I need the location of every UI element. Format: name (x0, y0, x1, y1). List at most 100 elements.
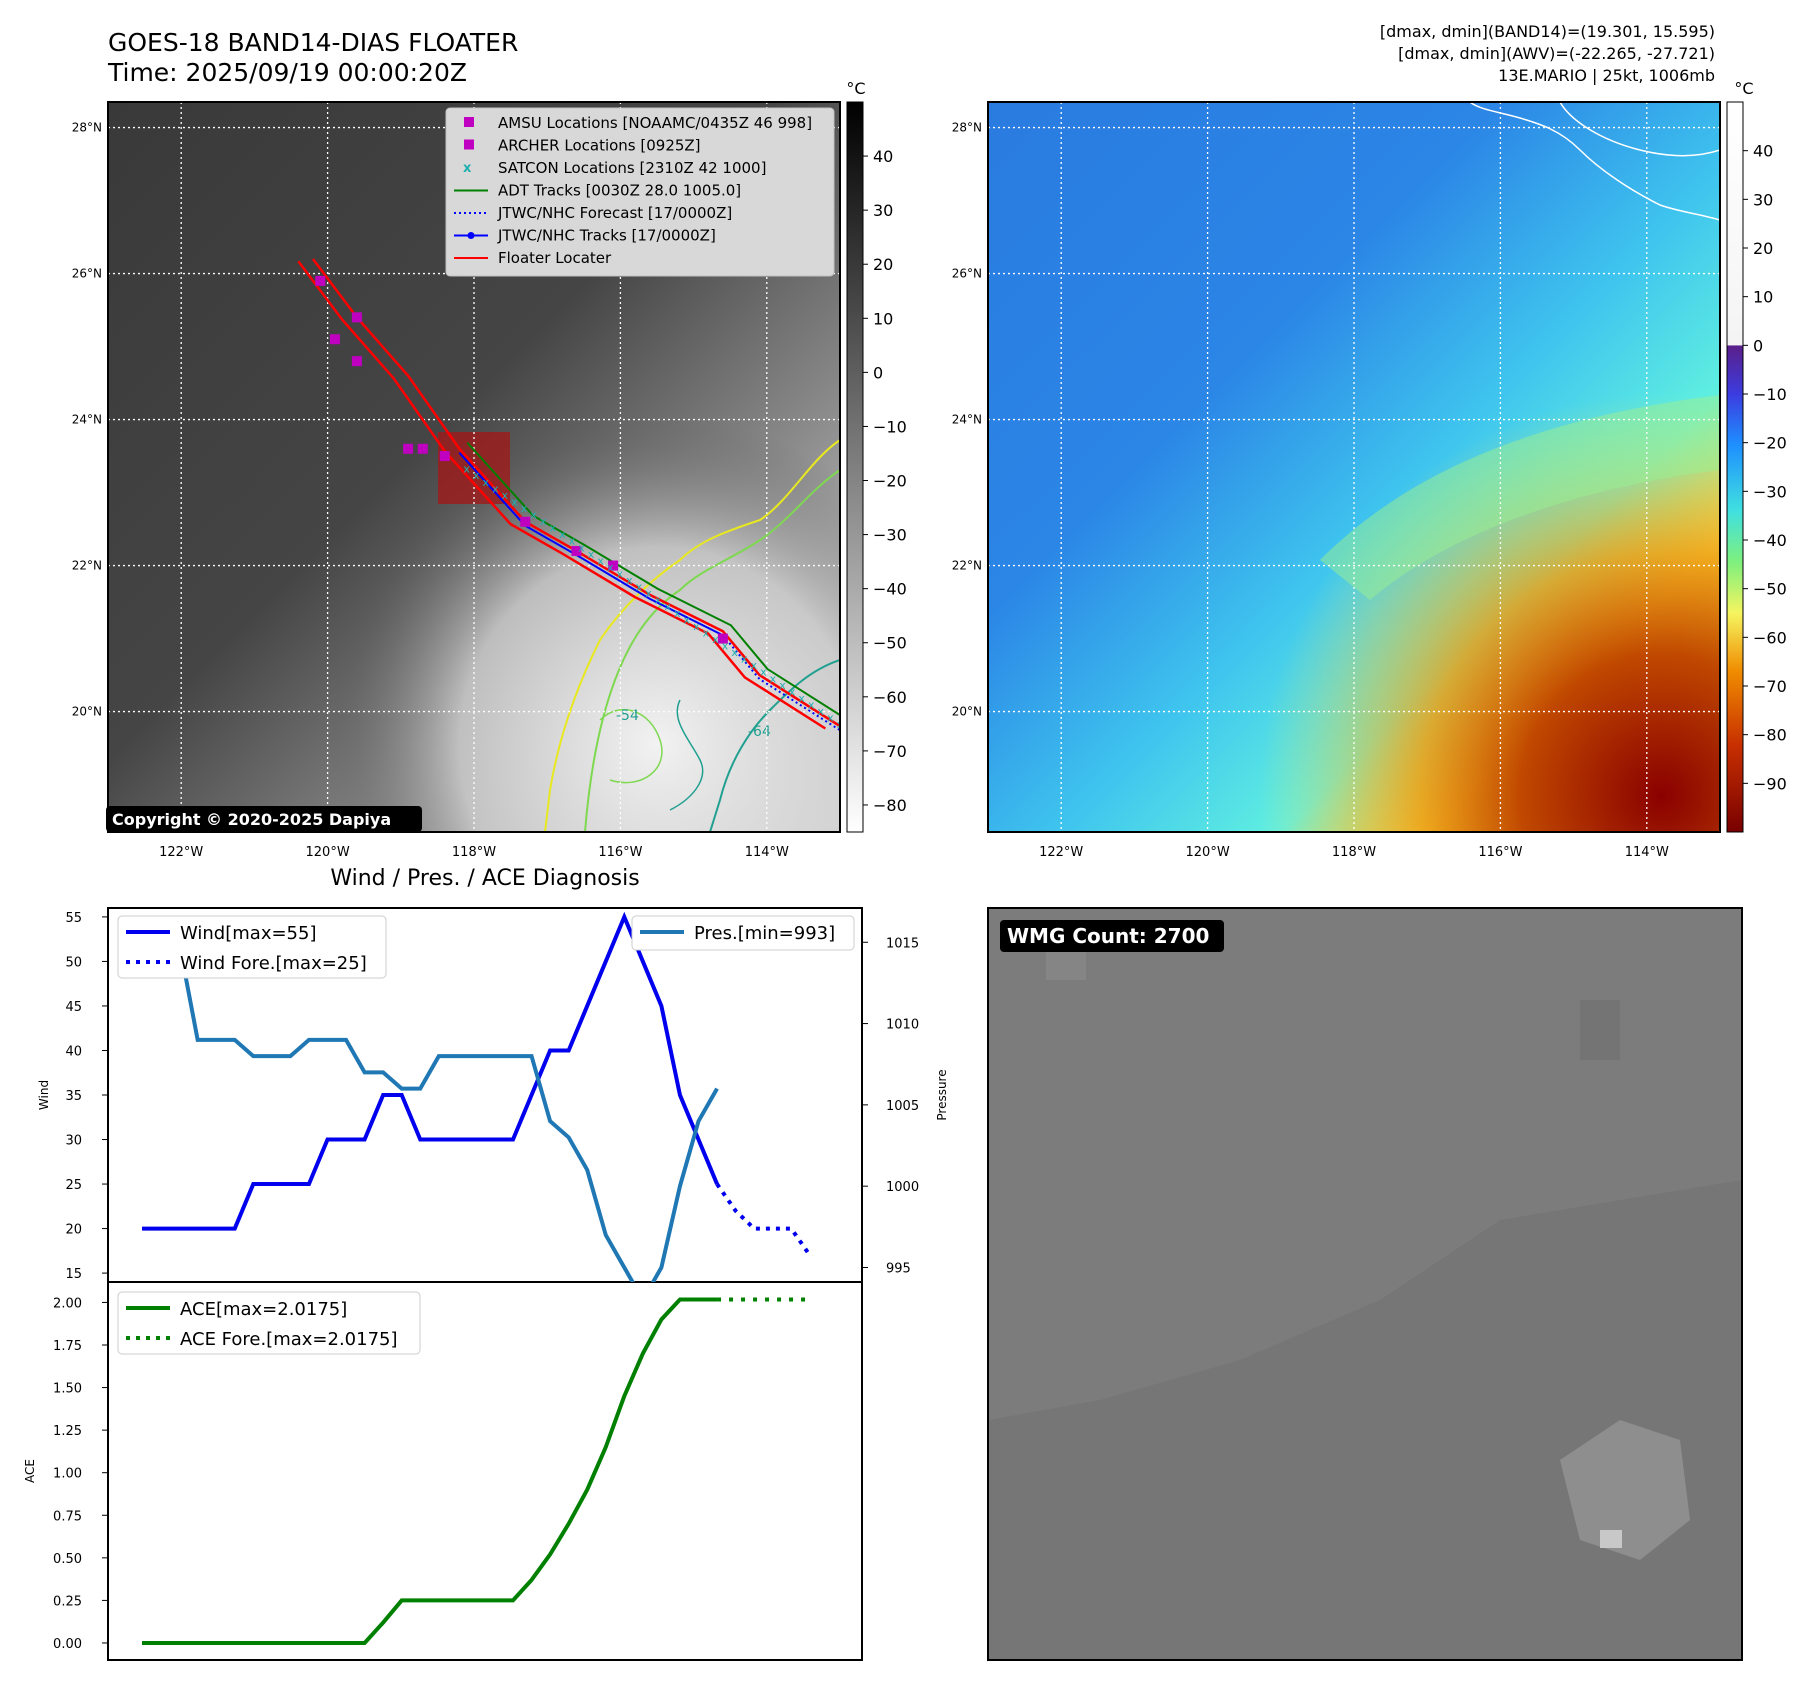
lat-label: 24°N (72, 413, 102, 427)
colorbar-right-unit: °C (1734, 79, 1753, 98)
wmg-count: WMG Count: 2700 (1007, 924, 1209, 948)
colorbar-right-ticks: 40 30 20 10 0 −10 −20 −30 −40 −50 −60 −70 −80 −90 (1743, 142, 1787, 793)
contour-label-1: -54 (616, 708, 639, 724)
ace-tick-label: 0.25 (53, 1594, 82, 1609)
ace-tick-label: 1.75 (53, 1339, 82, 1354)
colorbar-tick-label: −60 (1753, 628, 1787, 647)
satcon-marker: x (798, 692, 805, 705)
satcon-marker: x (473, 469, 480, 482)
legend-marker (464, 139, 474, 150)
ace-tick-label: 2.00 (53, 1296, 82, 1311)
wind-pressure-chart: 55 50 45 40 35 30 25 20 15 1015 1010 1005 1000 995 (65, 911, 919, 1282)
amsu-points (315, 275, 728, 644)
satcon-marker: x (550, 522, 557, 535)
lon-label: 118°W (452, 845, 496, 860)
lon-label: 120°W (306, 845, 350, 860)
stats-line3: 13E.MARIO | 25kt, 1006mb (1498, 66, 1715, 85)
pressure-tick-label: 1000 (886, 1180, 919, 1195)
lat-label: 22°N (72, 559, 102, 573)
satcon-marker: x (684, 613, 691, 626)
lat-label: 26°N (952, 267, 982, 281)
ir-frame (107, 101, 841, 833)
colorbar-tick-label: 30 (1753, 190, 1773, 209)
pressure-tick-label: 1015 (886, 936, 919, 951)
ace-tick-label: 0.50 (53, 1552, 82, 1567)
ace-tick-label: 0.00 (53, 1637, 82, 1652)
legend-marker: x (463, 161, 472, 176)
lon-label: 114°W (745, 845, 789, 860)
satcon-marker: x (664, 600, 671, 613)
satcon-marker: x (837, 718, 844, 731)
colorbar-tick-label: 30 (873, 201, 893, 220)
satcon-marker: x (760, 666, 767, 679)
wv-lon-labels: 122°W 120°W 118°W 116°W 114°W (1039, 845, 1669, 860)
lon-label: 122°W (159, 845, 203, 860)
satcon-marker: x (693, 620, 700, 633)
satcon-marker: x (463, 463, 470, 476)
satcon-marker: x (731, 646, 738, 659)
wmg-badge (1000, 920, 1224, 952)
colorbar-tick-label: 20 (873, 255, 893, 274)
wind-tick-label: 20 (65, 1223, 82, 1238)
colorbar-tick-label: −40 (1753, 531, 1787, 550)
satcon-marker: x (655, 594, 662, 607)
legend-label: JTWC/NHC Forecast [17/0000Z] (497, 204, 732, 222)
lat-label: 20°N (952, 705, 982, 719)
contour-label-2: -64 (748, 724, 771, 740)
legend-label: ADT Tracks [0030Z 28.0 1005.0] (498, 182, 741, 200)
colorbar-tick-label: 0 (1753, 336, 1763, 355)
ace-tick-label: 1.25 (53, 1424, 82, 1439)
satcon-marker: x (779, 679, 786, 692)
lat-label: 26°N (72, 267, 102, 281)
satcon-marker: x (607, 561, 614, 574)
satcon-marker: x (645, 587, 652, 600)
legend-label: Floater Locater (498, 249, 612, 267)
satcon-marker: x (588, 548, 595, 561)
colorbar-tick-label: −50 (1753, 580, 1787, 599)
wind-tick-label: 45 (65, 1000, 82, 1015)
colorbar-tick-label: −20 (873, 472, 907, 491)
colorbar-tick-label: −40 (873, 580, 907, 599)
wind-line (142, 911, 719, 1231)
satcon-marker: x (483, 476, 490, 489)
satcon-marker: x (818, 705, 825, 718)
satcon-marker: x (511, 495, 518, 508)
satcon-marker: x (540, 515, 547, 528)
lon-label: 116°W (1478, 845, 1522, 860)
satcon-marker: x (569, 535, 576, 548)
lon-label: 116°W (598, 845, 642, 860)
wind-tick-label: 55 (65, 911, 82, 926)
wind-tick-label: 25 (65, 1178, 82, 1193)
floater-locater-track (311, 258, 840, 728)
amsu-marker (351, 312, 362, 323)
colorbar-tick-label: 0 (873, 363, 883, 382)
satcon-marker: x (530, 509, 537, 522)
legend-marker (467, 232, 475, 239)
colorbar-tick-label: −50 (873, 634, 907, 653)
amsu-marker (351, 356, 362, 367)
satcon-marker: x (626, 574, 633, 587)
stats-line1: [dmax, dmin](BAND14)=(19.301, 15.595) (1379, 22, 1715, 41)
legend-label: ARCHER Locations [0925Z] (498, 137, 701, 155)
lat-label: 24°N (952, 413, 982, 427)
amsu-marker (439, 451, 450, 462)
colorbar-tick-label: 40 (873, 147, 893, 166)
colorbar-tick-label: −80 (1753, 726, 1787, 745)
wind-axis-label: Wind (37, 1080, 51, 1110)
wmg-image (988, 908, 1742, 1660)
satcon-marker: x (674, 607, 681, 620)
colorbar-tick-label: −10 (1753, 385, 1787, 404)
amsu-marker (608, 560, 619, 571)
legend-ace: ACE[max=2.0175] (180, 1299, 347, 1320)
wind-tick-label: 50 (65, 955, 82, 970)
lon-label: 122°W (1039, 845, 1083, 860)
satcon-marker: x (789, 685, 796, 698)
colorbar-tick-label: 40 (1753, 142, 1773, 161)
satcon-marker: x (502, 489, 509, 502)
amsu-marker (571, 545, 582, 556)
colorbar-tick-label: −10 (873, 417, 907, 436)
satcon-marker: x (559, 528, 566, 541)
lon-label: 114°W (1625, 845, 1669, 860)
legend-label: SATCON Locations [2310Z 42 1000] (498, 159, 766, 177)
wv-frame (987, 101, 1721, 833)
